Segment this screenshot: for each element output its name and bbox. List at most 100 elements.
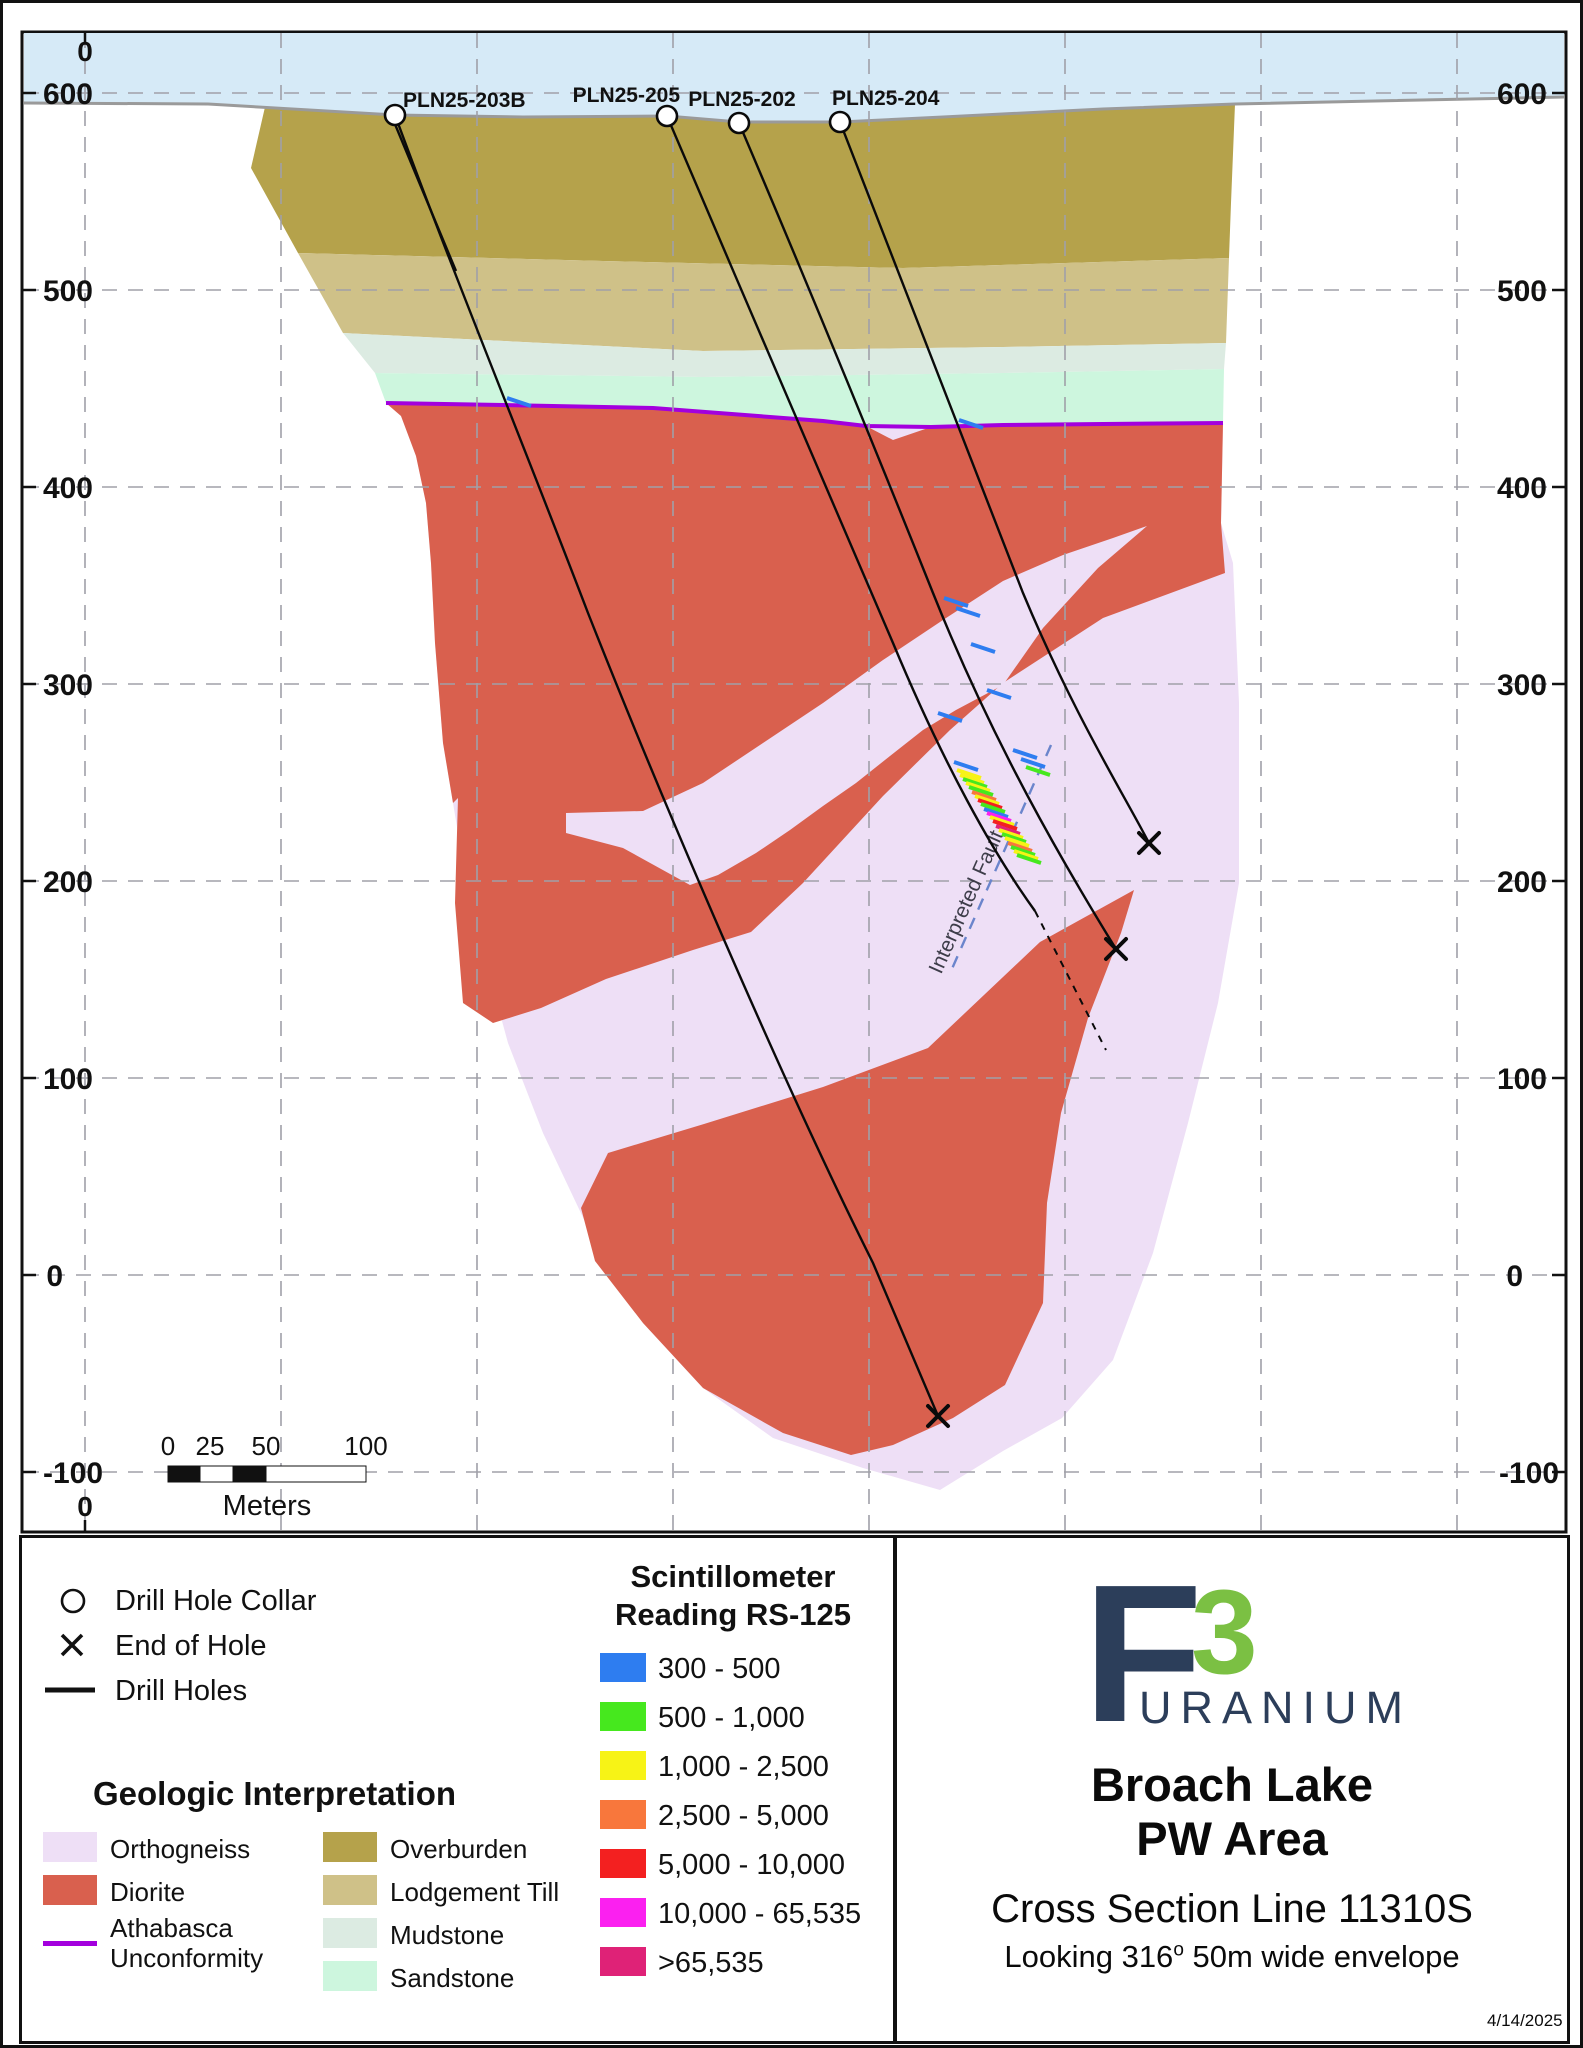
svg-text:25: 25 — [196, 1431, 225, 1461]
scint-swatch-500-1000 — [600, 1702, 646, 1731]
lodgement-till-swatch — [323, 1875, 377, 1905]
scintillometer-ticks — [506, 396, 1051, 865]
elevation-axis-right: 600 500 400 300 200 100 0 -100 — [1497, 78, 1559, 1490]
svg-text:600: 600 — [43, 78, 93, 111]
distance-label-top: 0 — [77, 36, 93, 67]
svg-text:0: 0 — [161, 1431, 175, 1461]
overburden-layer — [251, 104, 1235, 268]
svg-text:100: 100 — [344, 1431, 387, 1461]
drill-hole-trace-twin — [390, 116, 458, 272]
svg-text:-100: -100 — [1499, 1457, 1559, 1490]
svg-text:500: 500 — [1497, 275, 1547, 308]
elevation-axis-left: 600 500 400 300 200 100 0 -100 — [43, 78, 103, 1490]
symbol-legend-icons — [45, 1588, 95, 1693]
sandstone-layer — [375, 369, 1224, 427]
legend-drill-holes-label: Drill Holes — [115, 1675, 248, 1707]
scint-label-5000-10000: 5,000 - 10,000 — [658, 1849, 846, 1881]
drill-hole-collar-PLN25-204 — [828, 110, 852, 134]
drill-hole-trace-PLN25-203B — [393, 114, 940, 1417]
map-date: 4/14/2025 — [1487, 2011, 1563, 2030]
scint-swatch-2500-5000 — [600, 1800, 646, 1829]
svg-text:500: 500 — [43, 275, 93, 308]
mudstone-swatch — [323, 1918, 377, 1948]
axis-ticks — [22, 32, 1566, 1532]
svg-text:100: 100 — [43, 1063, 93, 1096]
lodgement-till-layer — [298, 253, 1229, 351]
scint-label-300-500: 300 - 500 — [658, 1653, 781, 1685]
drill-hole-collar-PLN25-203B — [383, 103, 407, 127]
lodgement-till-label: Lodgement Till — [390, 1877, 560, 1907]
title-block-panel — [894, 1535, 1570, 2044]
svg-text:-100: -100 — [43, 1457, 103, 1490]
svg-text:PLN25-203B: PLN25-203B — [403, 89, 526, 112]
scint-swatch-gt-65535 — [600, 1947, 646, 1976]
diorite-label: Diorite — [110, 1877, 186, 1907]
scale-bar: 0 25 50 100 Meters — [161, 1431, 388, 1522]
overburden-label: Overburden — [390, 1834, 528, 1864]
svg-text:200: 200 — [1497, 866, 1547, 899]
scint-label-10000-65535: 10,000 - 65,535 — [658, 1898, 862, 1930]
svg-text:0: 0 — [1506, 1260, 1523, 1293]
svg-text:300: 300 — [43, 669, 93, 702]
legend-panel — [19, 1535, 896, 2044]
drill-hole-trace-PLN25-204 — [838, 121, 1151, 844]
svg-text:300: 300 — [1497, 669, 1547, 702]
looking-direction: Looking 316o 50m wide envelope — [1004, 1939, 1460, 1974]
scint-swatch-10000-65535 — [600, 1898, 646, 1927]
geologic-interpretation-title: Geologic Interpretation — [93, 1775, 457, 1812]
distance-label-bottom: 0 — [77, 1491, 93, 1522]
drill-hole-collar-PLN25-202 — [727, 111, 751, 135]
end-of-hole-marker — [926, 831, 1161, 1428]
sandstone-label: Sandstone — [390, 1963, 515, 1993]
orthogneiss-label: Orthogneiss — [110, 1834, 251, 1864]
scint-label-gt-65535: >65,535 — [658, 1947, 764, 1979]
svg-text:100: 100 — [1497, 1063, 1547, 1096]
svg-text:50: 50 — [252, 1431, 281, 1461]
logo-uranium-text: URANIUM — [1139, 1682, 1412, 1733]
f3-uranium-logo: F 3 URANIUM — [1083, 1544, 1483, 1763]
scint-legend-title-line2: Reading RS-125 — [614, 1597, 851, 1632]
drill-hole-projection-PLN25-205 — [1034, 910, 1107, 1051]
scint-legend-title-line1: Scintillometer — [630, 1559, 836, 1594]
mudstone-label: Mudstone — [390, 1920, 505, 1950]
drill-hole-trace-PLN25-205 — [665, 115, 1036, 912]
orthogneiss-band — [566, 526, 1147, 885]
svg-text:600: 600 — [1497, 78, 1547, 111]
scint-label-2500-5000: 2,500 - 5,000 — [658, 1800, 829, 1832]
subtitle-cross-section: Cross Section Line 11310S — [991, 1887, 1473, 1931]
drill-hole-collar-PLN25-205 — [655, 104, 679, 128]
legend-end-of-hole-label: End of Hole — [115, 1630, 267, 1662]
diorite-swatch — [43, 1875, 97, 1905]
drill-holes — [383, 103, 1161, 1428]
drill-hole-labels: PLN25-203B PLN25-205 PLN25-202 PLN25-204 — [403, 84, 940, 112]
svg-text:400: 400 — [43, 472, 93, 505]
logo-digit-3: 3 — [1191, 1565, 1258, 1699]
title-line1: Broach Lake — [1090, 1758, 1374, 1811]
svg-text:PLN25-204: PLN25-204 — [832, 87, 940, 110]
athabasca-label-line2: Unconformity — [110, 1943, 264, 1973]
logo-letter-f: F — [1083, 1544, 1203, 1763]
svg-text:200: 200 — [43, 866, 93, 899]
svg-text:PLN25-202: PLN25-202 — [688, 88, 795, 111]
overburden-swatch — [323, 1832, 377, 1862]
drill-hole-trace-PLN25-202 — [737, 122, 1118, 950]
athabasca-unconformity-swatch — [43, 1941, 97, 1946]
scint-swatch-300-500 — [600, 1653, 646, 1682]
title-line2: PW Area — [1136, 1812, 1328, 1865]
sandstone-swatch — [323, 1961, 377, 1991]
cross-section-map: 600 500 400 300 200 100 0 -100 600 500 4… — [20, 30, 1568, 1534]
scint-label-500-1000: 500 - 1,000 — [658, 1702, 805, 1734]
scint-swatch-1000-2500 — [600, 1751, 646, 1780]
drill-hole-collar-icon — [60, 1588, 86, 1614]
diorite-upper-body — [386, 403, 1225, 1023]
svg-text:PLN25-205: PLN25-205 — [573, 84, 681, 107]
svg-text:Meters: Meters — [223, 1490, 312, 1522]
end-of-hole-icon — [60, 1633, 84, 1657]
grid-lines — [24, 33, 1564, 1531]
diorite-lower-band — [581, 890, 1134, 1455]
svg-text:0: 0 — [46, 1260, 63, 1293]
scint-swatch-5000-10000 — [600, 1849, 646, 1878]
sky-band — [24, 33, 1564, 122]
athabasca-label-line1: Athabasca — [110, 1913, 233, 1943]
